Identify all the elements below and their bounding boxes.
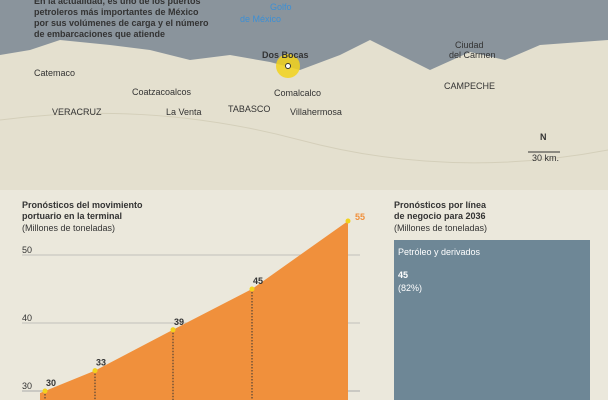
value-label: 33 (96, 358, 106, 368)
panel-box (394, 240, 590, 400)
place-label: VERACRUZ (52, 107, 102, 117)
segment-value: 45 (398, 270, 408, 280)
value-label: 45 (253, 276, 263, 286)
value-label: 55 (355, 212, 365, 222)
point (92, 368, 98, 374)
segment-name: Petróleo y derivados (398, 247, 481, 257)
chart-subtitle: (Millones de toneladas) (22, 223, 115, 233)
panel-title: de negocio para 2036 (394, 211, 486, 221)
panel-title: Pronósticos por línea (394, 200, 487, 210)
place-label: CAMPECHE (444, 81, 495, 91)
point (345, 218, 351, 224)
place-label: La Venta (166, 107, 202, 117)
place-label: Villahermosa (290, 107, 342, 117)
y-tick-label: 40 (22, 313, 32, 323)
panel-subtitle: (Millones de toneladas) (394, 223, 487, 233)
value-label: 30 (46, 378, 56, 388)
intro-text: de embarcaciones que atiende (34, 29, 165, 39)
sea-label: de México (240, 14, 281, 24)
place-label: del Carmen (449, 50, 496, 60)
sea (0, 0, 608, 70)
border (0, 112, 608, 164)
place-label: Ciudad (455, 40, 484, 50)
chart-title: Pronósticos del movimiento (22, 200, 143, 210)
scale-label: 30 km. (532, 153, 559, 163)
port-dot (285, 63, 291, 69)
point (249, 286, 255, 292)
place-label: Dos Bocas (262, 50, 309, 60)
place-label: Catemaco (34, 68, 75, 78)
y-tick-label: 50 (22, 245, 32, 255)
y-tick-label: 30 (22, 381, 32, 391)
chart-title: portuario en la terminal (22, 211, 122, 221)
place-label: Comalcalco (274, 88, 321, 98)
segment-share: (82%) (398, 283, 422, 293)
north-label: N (540, 132, 547, 142)
intro-text: por sus volúmenes de carga y el número (34, 18, 209, 28)
intro-text: En la actualidad, es uno de los puertos (34, 0, 201, 6)
place-label: TABASCO (228, 104, 270, 114)
point (170, 327, 176, 333)
value-label: 39 (174, 317, 184, 327)
point (42, 388, 48, 394)
place-label: Coatzacoalcos (132, 87, 192, 97)
intro-text: petroleros más importantes de México (34, 7, 199, 17)
area (40, 221, 348, 400)
sea-label: Golfo (270, 2, 292, 12)
